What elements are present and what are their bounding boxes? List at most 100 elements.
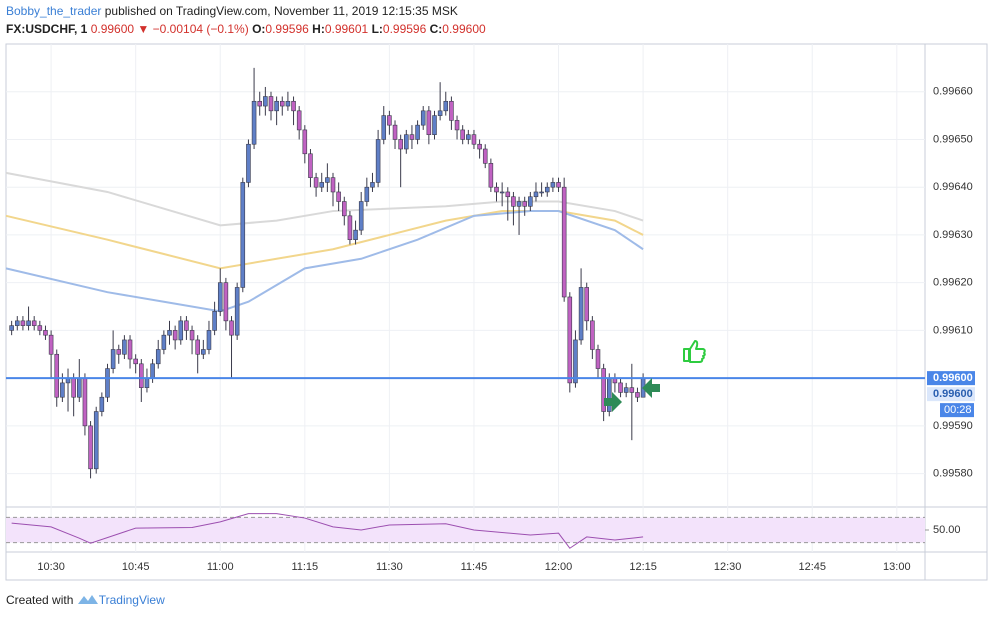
candle-body <box>578 287 584 341</box>
candle-body <box>482 148 488 164</box>
candle-body <box>550 182 556 188</box>
price-label-box <box>927 387 975 402</box>
candle-body <box>82 377 88 427</box>
symbol: FX:USDCHF, 1 <box>6 22 88 36</box>
candle-body <box>229 320 234 336</box>
thumbs-up <box>683 340 706 363</box>
y-tick-label: 0.99660 <box>933 86 973 98</box>
l-label: L: <box>371 22 383 36</box>
candle-body <box>71 377 76 398</box>
candle-body <box>110 349 116 369</box>
y-tick-label: 0.99590 <box>933 420 973 432</box>
candle-body <box>195 339 200 355</box>
price-label-box <box>927 371 975 386</box>
candle-body <box>635 392 640 398</box>
price-label-box <box>940 403 974 418</box>
candle-body <box>257 100 262 107</box>
candle-body <box>144 377 150 388</box>
candle-body <box>471 134 477 145</box>
c-label: C: <box>429 22 443 36</box>
candle-body <box>330 177 336 193</box>
candle-body <box>223 282 229 322</box>
candle-body <box>392 124 398 140</box>
candle-body <box>133 358 138 365</box>
candle-body <box>279 100 285 107</box>
candle-body <box>556 182 561 188</box>
x-tick-label: 11:30 <box>376 561 403 573</box>
rsi-line <box>11 513 644 549</box>
candle-body <box>172 330 178 341</box>
c: 0.99600 <box>442 22 486 36</box>
arrow: ▼ <box>137 22 150 36</box>
moving-average <box>5 210 644 313</box>
price-label: 0.99600 <box>933 372 973 384</box>
candle-body <box>437 110 443 116</box>
candle-body <box>358 201 364 231</box>
candle-body <box>375 139 381 183</box>
candle-body <box>313 177 319 188</box>
candle-body <box>387 115 392 126</box>
author[interactable]: Bobby_the_trader <box>6 4 102 18</box>
candle-body <box>488 163 494 188</box>
candle-body <box>127 339 133 360</box>
candle-body <box>274 100 279 112</box>
candle-body <box>122 339 127 355</box>
frame <box>5 43 988 581</box>
candle-body <box>432 115 437 135</box>
candle-body <box>601 368 606 412</box>
h-label: H: <box>312 22 325 36</box>
candle-body <box>533 191 539 198</box>
rsi-tick-label: 50.00 <box>933 524 961 536</box>
candle-body <box>567 296 573 384</box>
candle-body <box>409 134 415 140</box>
y-tick-label: 0.99640 <box>933 181 973 193</box>
rsi-band <box>6 517 925 543</box>
candle-body <box>573 339 578 384</box>
candle-body <box>285 100 291 107</box>
candle-body <box>516 201 522 207</box>
price: 0.99600 <box>90 22 135 36</box>
candle-body <box>60 382 65 398</box>
created-with: Created with <box>6 593 74 607</box>
x-tick-label: 11:45 <box>461 561 488 573</box>
candle-body <box>522 201 527 207</box>
candle-body <box>54 353 60 398</box>
candle-body <box>381 115 387 140</box>
candle-body <box>217 282 223 312</box>
candle-body <box>26 320 31 326</box>
candle-body <box>595 349 601 369</box>
chart: 10:30 10:45 11:00 11:15 11:30 11:45 12:00 12:15… <box>5 43 988 581</box>
candle-body <box>184 320 189 331</box>
logo <box>77 595 98 604</box>
moving-average <box>5 171 644 227</box>
candle-body <box>291 100 296 112</box>
brand[interactable]: TradingView <box>98 593 165 607</box>
candle-body <box>296 110 302 131</box>
candle-body <box>212 310 217 331</box>
candle-body <box>443 100 449 112</box>
o-label: O: <box>252 22 266 36</box>
candle-body <box>178 320 184 341</box>
candle-body <box>499 191 505 194</box>
candle-body <box>404 134 409 150</box>
candle-body <box>20 320 26 326</box>
candle-body <box>319 182 325 188</box>
x-tick-label: 12:15 <box>629 561 657 573</box>
candle-body <box>31 320 37 326</box>
y-tick-label: 0.99610 <box>933 324 973 336</box>
candle-body <box>308 153 313 178</box>
candle-body <box>477 143 482 150</box>
candle-body <box>139 363 144 388</box>
candle-body <box>302 129 308 155</box>
candle-body <box>370 182 375 188</box>
candle-body <box>544 186 550 193</box>
published: published on TradingView.com, November 1… <box>101 4 458 18</box>
candle-body <box>398 139 403 150</box>
candle-body <box>528 196 533 207</box>
candle-body <box>246 143 251 183</box>
candle-body <box>561 186 567 298</box>
candle-body <box>88 425 93 470</box>
candle-body <box>161 334 167 350</box>
grid <box>6 44 929 552</box>
x-tick-label: 11:00 <box>207 561 234 573</box>
